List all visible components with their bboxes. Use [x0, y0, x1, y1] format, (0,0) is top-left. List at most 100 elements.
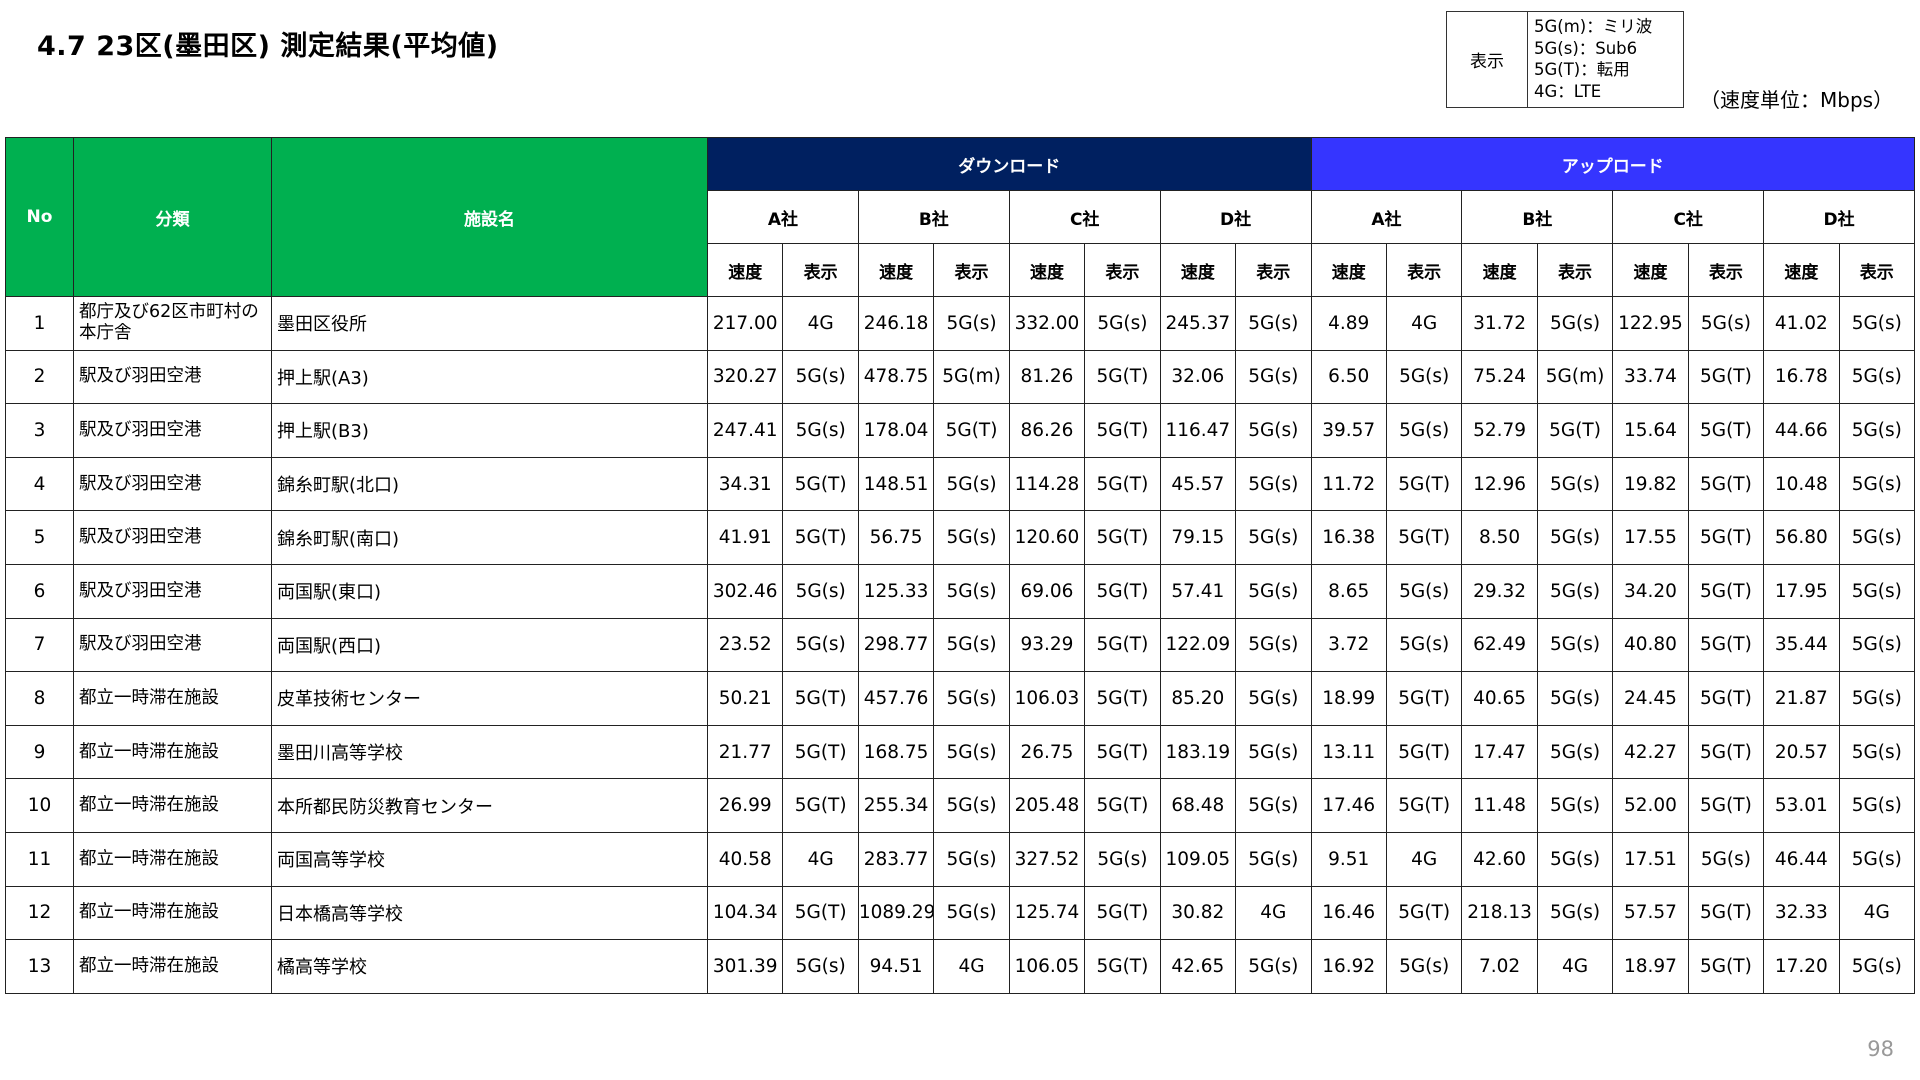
cell-dl-display: 5G(s) [1084, 831, 1161, 887]
header-company: C社 [1008, 190, 1161, 244]
header-speed: 速度 [857, 243, 935, 297]
cell-ul-display: 5G(s) [1536, 724, 1614, 780]
cell-category: 駅及び羽田空港 [73, 563, 272, 619]
speed-unit-note: （速度単位：Mbps） [1700, 88, 1894, 112]
page-title: 4.7 23区(墨田区) 測定結果(平均値) [37, 31, 499, 62]
cell-facility: 皮革技術センター [271, 671, 708, 726]
cell-ul-display: 5G(T) [1385, 885, 1463, 941]
cell-ul-speed: 53.01 [1763, 778, 1840, 833]
cell-ul-speed: 17.46 [1310, 778, 1387, 833]
header-category: 分類 [73, 137, 272, 297]
cell-ul-display: 5G(T) [1687, 671, 1765, 726]
cell-ul-display: 5G(T) [1385, 671, 1463, 726]
cell-facility: 墨田区役所 [271, 296, 708, 351]
cell-ul-speed: 44.66 [1763, 403, 1840, 458]
cell-dl-speed: 86.26 [1008, 403, 1086, 458]
cell-ul-speed: 40.65 [1461, 671, 1538, 726]
display-legend: 表示 5G(m)：ミリ波 5G(s)：Sub6 5G(T)：転用 4G：LTE [1446, 11, 1684, 108]
header-display: 表示 [782, 243, 859, 297]
table-row: 6 駅及び羽田空港 両国駅(東口) 302.46 5G(s) 125.33 5G(s) 69.… [5, 563, 1916, 619]
cell-ul-speed: 33.74 [1612, 349, 1689, 405]
cell-no: 2 [5, 349, 74, 405]
header-download: ダウンロード [707, 137, 1312, 191]
cell-category: 駅及び羽田空港 [73, 617, 272, 673]
cell-dl-display: 5G(T) [782, 671, 859, 726]
cell-dl-speed: 217.00 [706, 296, 784, 351]
cell-ul-speed: 7.02 [1461, 939, 1538, 994]
cell-dl-speed: 246.18 [857, 296, 935, 351]
cell-dl-display: 5G(s) [1235, 831, 1312, 887]
cell-dl-display: 5G(s) [933, 885, 1010, 941]
cell-ul-speed: 16.78 [1763, 349, 1840, 405]
cell-ul-speed: 17.47 [1461, 724, 1538, 780]
cell-dl-speed: 85.20 [1159, 671, 1237, 726]
cell-dl-speed: 94.51 [857, 939, 935, 994]
cell-ul-speed: 34.20 [1612, 563, 1689, 619]
cell-dl-speed: 205.48 [1008, 778, 1086, 833]
cell-dl-display: 5G(s) [933, 510, 1010, 565]
cell-ul-speed: 15.64 [1612, 403, 1689, 458]
cell-dl-speed: 41.91 [706, 510, 784, 565]
table-row: 5 駅及び羽田空港 錦糸町駅(南口) 41.91 5G(T) 56.75 5G(s) 120.… [5, 510, 1916, 565]
cell-category: 都立一時滞在施設 [73, 939, 272, 994]
table-row: 1 都庁及び62区市町村の本庁舎 墨田区役所 217.00 4G 246.18 5G(s) 3… [5, 296, 1916, 351]
cell-facility: 本所都民防災教育センター [271, 778, 708, 833]
table-row: 2 駅及び羽田空港 押上駅(A3) 320.27 5G(s) 478.75 5G(m) 81.… [5, 349, 1916, 405]
cell-dl-speed: 32.06 [1159, 349, 1237, 405]
cell-no: 11 [5, 831, 74, 887]
cell-ul-display: 5G(s) [1536, 510, 1614, 565]
cell-facility: 押上駅(A3) [271, 349, 708, 405]
cell-ul-display: 5G(T) [1385, 778, 1463, 833]
cell-dl-speed: 168.75 [857, 724, 935, 780]
cell-ul-display: 5G(T) [1687, 885, 1765, 941]
header-company: D社 [1159, 190, 1312, 244]
table-row: 10 都立一時滞在施設 本所都民防災教育センター 26.99 5G(T) 255.34 5G… [5, 778, 1916, 833]
cell-facility: 押上駅(B3) [271, 403, 708, 458]
cell-ul-speed: 218.13 [1461, 885, 1538, 941]
cell-dl-speed: 56.75 [857, 510, 935, 565]
cell-ul-display: 5G(s) [1385, 403, 1463, 458]
cell-dl-display: 5G(s) [1235, 939, 1312, 994]
cell-category: 都立一時滞在施設 [73, 724, 272, 780]
cell-dl-speed: 79.15 [1159, 510, 1237, 565]
page-number: 98 [1867, 1037, 1894, 1061]
header-display: 表示 [1838, 243, 1916, 297]
cell-category: 都立一時滞在施設 [73, 831, 272, 887]
cell-ul-speed: 10.48 [1763, 456, 1840, 512]
cell-dl-speed: 332.00 [1008, 296, 1086, 351]
cell-ul-display: 5G(s) [1838, 671, 1916, 726]
cell-dl-display: 5G(m) [933, 349, 1010, 405]
cell-dl-speed: 109.05 [1159, 831, 1237, 887]
cell-ul-display: 5G(s) [1536, 296, 1614, 351]
cell-dl-display: 5G(s) [1235, 403, 1312, 458]
cell-dl-display: 5G(T) [1084, 724, 1161, 780]
cell-dl-display: 5G(T) [1084, 671, 1161, 726]
cell-ul-speed: 11.48 [1461, 778, 1538, 833]
cell-ul-speed: 17.55 [1612, 510, 1689, 565]
cell-ul-display: 4G [1838, 885, 1916, 941]
cell-facility: 橘高等学校 [271, 939, 708, 994]
cell-ul-display: 5G(s) [1536, 456, 1614, 512]
cell-facility: 両国駅(東口) [271, 563, 708, 619]
cell-ul-speed: 32.33 [1763, 885, 1840, 941]
cell-dl-display: 4G [1235, 885, 1312, 941]
cell-dl-speed: 81.26 [1008, 349, 1086, 405]
header-company: C社 [1612, 190, 1765, 244]
cell-dl-display: 5G(s) [933, 296, 1010, 351]
header-speed: 速度 [1310, 243, 1387, 297]
cell-no: 10 [5, 778, 74, 833]
cell-ul-display: 5G(m) [1536, 349, 1614, 405]
cell-ul-speed: 62.49 [1461, 617, 1538, 673]
cell-ul-speed: 31.72 [1461, 296, 1538, 351]
cell-ul-display: 5G(s) [1838, 296, 1916, 351]
cell-ul-speed: 13.11 [1310, 724, 1387, 780]
cell-dl-display: 4G [933, 939, 1010, 994]
table-row: 9 都立一時滞在施設 墨田川高等学校 21.77 5G(T) 168.75 5G(s) 26.… [5, 724, 1916, 780]
legend-label: 表示 [1447, 12, 1528, 107]
cell-dl-display: 5G(s) [1235, 724, 1312, 780]
cell-dl-display: 5G(s) [782, 563, 859, 619]
cell-dl-speed: 26.99 [706, 778, 784, 833]
cell-ul-display: 5G(T) [1687, 403, 1765, 458]
cell-ul-display: 5G(T) [1687, 939, 1765, 994]
cell-dl-speed: 120.60 [1008, 510, 1086, 565]
